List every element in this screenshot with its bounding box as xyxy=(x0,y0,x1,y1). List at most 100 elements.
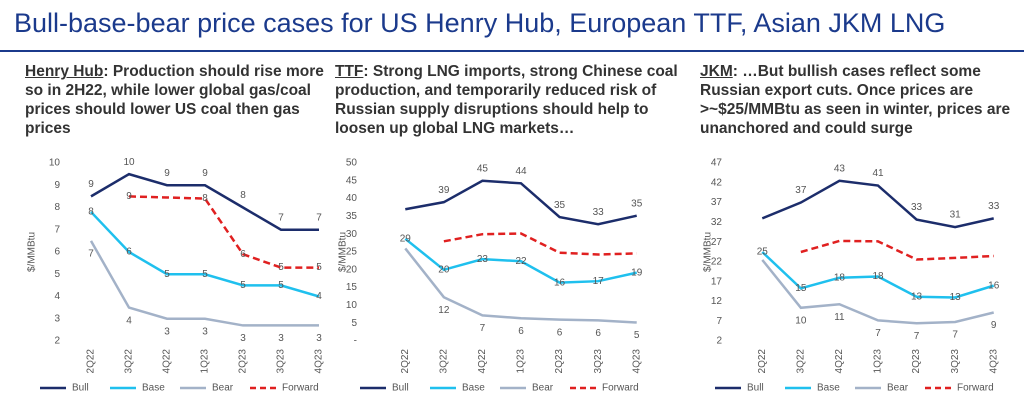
x-tick-label: 4Q23 xyxy=(631,349,642,374)
data-label: 3 xyxy=(240,333,246,344)
panel-heading: JKM: …But bullish cases reflect some Rus… xyxy=(700,62,1018,138)
x-tick-label: 1Q23 xyxy=(873,349,884,374)
data-label: 10 xyxy=(795,315,807,326)
y-tick-label: 37 xyxy=(711,197,723,208)
y-tick-label: 2 xyxy=(716,336,722,347)
data-label: 8 xyxy=(202,193,208,204)
legend-label: Bear xyxy=(887,383,909,394)
data-label: 8 xyxy=(240,190,246,201)
data-label: 5 xyxy=(278,262,284,273)
data-label: 15 xyxy=(795,283,807,294)
y-tick-label: 5 xyxy=(54,269,60,280)
data-label: 13 xyxy=(950,292,962,303)
y-tick-label: 2 xyxy=(54,336,60,347)
data-label: 37 xyxy=(795,185,807,196)
legend-label: Bull xyxy=(392,383,409,394)
y-tick-label: 20 xyxy=(346,264,358,275)
x-tick-label: 1Q23 xyxy=(516,349,527,374)
data-label: 8 xyxy=(88,207,94,218)
y-tick-label: 4 xyxy=(54,291,60,302)
y-tick-label: 35 xyxy=(346,211,358,222)
data-label: 6 xyxy=(126,247,132,258)
data-label: 9 xyxy=(991,320,997,331)
legend-label: Bull xyxy=(747,383,764,394)
data-label: 18 xyxy=(872,271,884,282)
x-tick-label: 4Q22 xyxy=(477,349,488,374)
data-label: 33 xyxy=(988,201,1000,212)
legend-label: Base xyxy=(817,383,840,394)
series-line xyxy=(800,239,994,261)
data-label: 29 xyxy=(400,233,412,244)
y-tick-label: 50 xyxy=(346,158,358,169)
y-tick-label: 7 xyxy=(716,316,722,327)
title-rule xyxy=(0,50,1024,52)
data-label: 7 xyxy=(88,249,94,260)
x-tick-label: 2Q23 xyxy=(238,349,249,374)
chart: - 5 10 15 20 25 30 35 40 45 50 $/MMBtu 2Q22 3Q22 4Q22 1… xyxy=(338,158,643,394)
data-label: 11 xyxy=(834,312,845,323)
data-label: 5 xyxy=(164,269,170,280)
x-tick-label: 4Q22 xyxy=(162,349,173,374)
series-line xyxy=(128,195,319,269)
data-label: 5 xyxy=(202,269,208,280)
data-label: 10 xyxy=(123,157,135,168)
x-tick-label: 3Q23 xyxy=(276,349,287,374)
market-name: JKM xyxy=(700,63,733,80)
data-label: 12 xyxy=(438,305,450,316)
data-label: 6 xyxy=(240,249,246,260)
chart: 2 3 4 5 6 7 8 9 10 $/MMBtu 2Q22 3Q22 4Q22 1Q23 2Q23 3Q2… xyxy=(27,157,325,394)
legend-label: Bear xyxy=(532,383,554,394)
series-line xyxy=(761,259,995,325)
data-label: 6 xyxy=(595,328,601,339)
series-line xyxy=(404,247,637,324)
legend-label: Base xyxy=(142,383,165,394)
series-line xyxy=(90,172,319,231)
data-label: 3 xyxy=(316,333,322,344)
data-label: 19 xyxy=(631,267,643,278)
data-label: 5 xyxy=(240,280,246,291)
y-tick-label: 5 xyxy=(351,318,357,329)
y-tick-label: 27 xyxy=(711,237,723,248)
y-tick-label: 47 xyxy=(711,158,723,169)
heading-text: : …But bullish cases reflect some Russia… xyxy=(700,63,1011,137)
y-axis-title: $/MMBtu xyxy=(338,232,349,272)
heading-text: : Strong LNG imports, strong Chinese coa… xyxy=(335,63,678,137)
legend-label: Bear xyxy=(212,383,234,394)
data-label: 3 xyxy=(202,326,208,337)
x-tick-label: 3Q22 xyxy=(438,349,449,374)
data-label: 45 xyxy=(477,163,489,174)
data-label: 44 xyxy=(515,166,527,177)
x-tick-label: 2Q23 xyxy=(911,349,922,374)
data-label: 43 xyxy=(834,163,846,174)
panel-heading: Henry Hub: Production should rise more s… xyxy=(25,62,325,138)
data-label: 33 xyxy=(911,202,923,213)
series-line xyxy=(761,251,995,299)
data-label: 9 xyxy=(126,191,132,202)
data-label: 16 xyxy=(554,277,566,288)
data-label: 31 xyxy=(950,210,962,221)
series-line xyxy=(89,240,319,327)
y-tick-label: 32 xyxy=(711,217,723,228)
x-tick-label: 2Q22 xyxy=(400,349,411,374)
data-label: 16 xyxy=(988,280,1000,291)
data-label: 18 xyxy=(834,272,846,283)
y-tick-label: 22 xyxy=(711,257,723,268)
data-label: 7 xyxy=(914,331,920,342)
market-name: Henry Hub xyxy=(25,63,104,80)
data-label: 7 xyxy=(952,330,958,341)
data-label: 39 xyxy=(438,185,450,196)
y-tick-label: 17 xyxy=(711,276,723,287)
data-label: 4 xyxy=(316,291,322,302)
data-label: 20 xyxy=(438,264,450,275)
x-tick-label: 4Q23 xyxy=(314,349,325,374)
data-label: 13 xyxy=(911,291,923,302)
data-label: 3 xyxy=(278,333,284,344)
y-tick-label: 45 xyxy=(346,175,358,186)
data-label: 9 xyxy=(88,179,94,190)
x-tick-label: 3Q23 xyxy=(950,349,961,374)
x-tick-label: 2Q22 xyxy=(757,349,768,374)
data-label: 22 xyxy=(515,256,527,267)
legend-label: Forward xyxy=(602,383,639,394)
x-tick-label: 4Q23 xyxy=(988,349,999,374)
